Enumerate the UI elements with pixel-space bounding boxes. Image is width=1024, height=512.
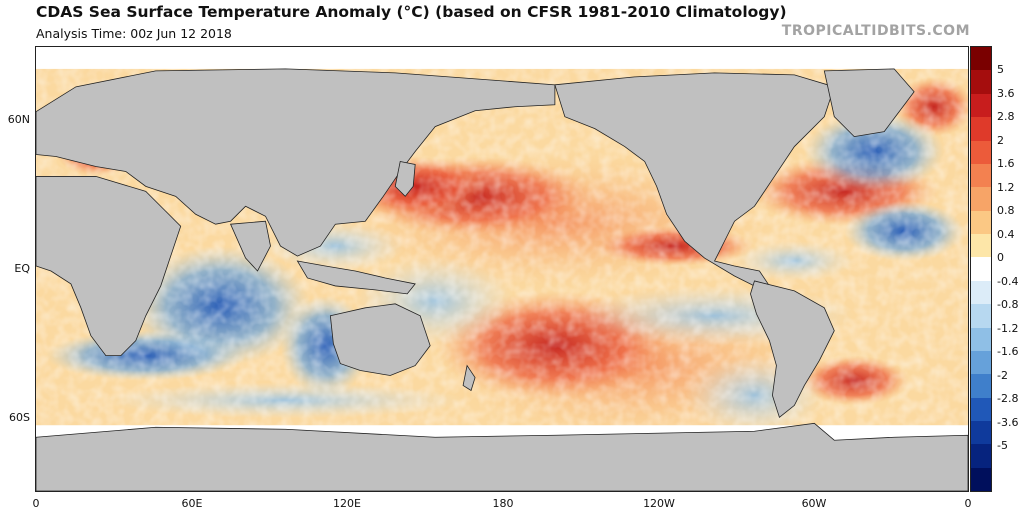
land-australia: [329, 303, 431, 376]
colorbar-segment: [971, 47, 991, 71]
land-south-america: [750, 280, 835, 419]
lon-label-60w: 60W: [801, 497, 827, 510]
colorbar-label: 0.8: [997, 204, 1015, 218]
colorbar-segment: [971, 304, 991, 328]
lat-label-eq: EQ: [14, 262, 30, 275]
sst-anomaly-map: [35, 46, 969, 492]
colorbar-segment: [971, 350, 991, 375]
land-japan: [394, 161, 416, 197]
lon-label-120w: 120W: [643, 497, 675, 510]
colorbar-segment: [971, 187, 991, 211]
colorbar-segment: [971, 374, 991, 398]
arctic-ice: [36, 47, 968, 69]
colorbar-segment: [971, 397, 991, 421]
land-africa: [36, 176, 182, 357]
colorbar-label: -3.6: [997, 415, 1019, 429]
colorbar-label: -1.6: [997, 345, 1019, 359]
colorbar-segment: [971, 93, 991, 118]
chart-title: CDAS Sea Surface Temperature Anomaly (°C…: [36, 3, 787, 21]
land: [36, 68, 915, 419]
colorbar-label: -2: [997, 368, 1008, 382]
analysis-time: Analysis Time: 00z Jun 12 2018: [36, 26, 232, 41]
colorbar-segment: [971, 280, 991, 305]
colorbar-segment: [971, 163, 991, 188]
colorbar-label: 5: [997, 63, 1004, 77]
colorbar-segment: [971, 210, 991, 234]
land-greenland: [823, 68, 915, 138]
colorbar-label: 0.4: [997, 227, 1015, 241]
land-indonesia: [296, 260, 416, 295]
colorbar-label: 1.2: [997, 180, 1015, 194]
colorbar-segment: [971, 117, 991, 141]
colorbar-segment: [971, 140, 991, 164]
land-india: [229, 220, 271, 272]
lon-label-180: 180: [492, 497, 514, 510]
lat-label-60n: 60N: [7, 113, 30, 126]
land-new-zealand: [462, 364, 476, 392]
land-antarctica: [36, 422, 968, 491]
colorbar-label: 2.8: [997, 110, 1015, 124]
lon-label-120e: 120E: [333, 497, 361, 510]
site-credit: TROPICALTIDBITS.COM: [781, 23, 970, 39]
colorbar-segment: [971, 444, 991, 468]
colorbar-label: -2.8: [997, 392, 1019, 406]
lon-label-0-right: 0: [964, 497, 972, 510]
colorbar-segment: [971, 467, 991, 492]
colorbar-label: -1.2: [997, 321, 1019, 335]
colorbar-label: -0.8: [997, 298, 1019, 312]
lon-label-60e: 60E: [181, 497, 203, 510]
colorbar-label: 1.6: [997, 157, 1015, 171]
colorbar-segment: [971, 70, 991, 94]
colorbar-label: -0.4: [997, 274, 1019, 288]
colorbar-label: 0: [997, 251, 1004, 265]
lat-label-60s: 60S: [9, 411, 30, 424]
lon-label-0-left: 0: [32, 497, 40, 510]
colorbar-label: 2: [997, 133, 1004, 147]
colorbar-segment: [971, 257, 991, 281]
colorbar-segment: [971, 234, 991, 258]
colorbar-label: -5: [997, 439, 1008, 453]
colorbar-segment: [971, 327, 991, 351]
colorbar-segment: [971, 421, 991, 445]
colorbar: [970, 46, 992, 492]
colorbar-label: 3.6: [997, 86, 1015, 100]
